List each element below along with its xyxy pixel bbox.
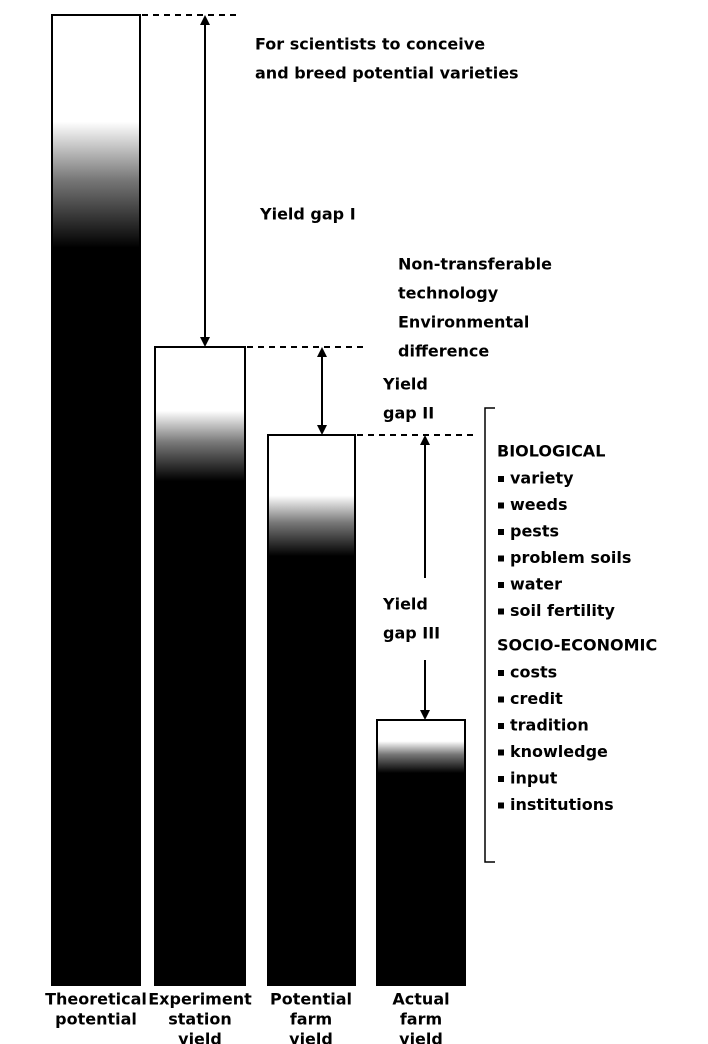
factor-item: pests xyxy=(510,522,559,541)
factor-item: costs xyxy=(510,663,557,682)
bar xyxy=(154,346,246,986)
factor-item: institutions xyxy=(510,795,614,814)
gap-note: For scientists to conceive xyxy=(255,35,485,54)
bullet xyxy=(498,749,504,756)
factor-item: input xyxy=(510,769,558,788)
factor-item: credit xyxy=(510,689,563,708)
bar-label: farm xyxy=(400,1010,442,1029)
bar-label: Actual xyxy=(392,990,449,1009)
gap-label: gap II xyxy=(383,404,434,423)
bar xyxy=(51,14,141,986)
gap-label: gap III xyxy=(383,624,440,643)
factor-item: weeds xyxy=(510,495,567,514)
factor-heading: SOCIO-ECONOMIC xyxy=(497,636,657,655)
bullet xyxy=(498,502,504,509)
bar-label: potential xyxy=(55,1010,137,1029)
gap-label: Yield gap I xyxy=(259,205,356,224)
gap-note: difference xyxy=(398,342,489,361)
factor-item: tradition xyxy=(510,716,589,735)
factor-item: soil fertility xyxy=(510,601,616,620)
bullet xyxy=(498,476,504,482)
bullet xyxy=(498,776,504,782)
bullet xyxy=(498,529,504,535)
bar-label: Theoretical xyxy=(45,990,147,1009)
gap-label: Yield xyxy=(382,375,428,394)
bar-label: yield xyxy=(178,1030,222,1044)
labels: TheoreticalpotentialExperimentstationyie… xyxy=(45,35,657,1044)
bullet xyxy=(498,802,504,809)
bullet xyxy=(498,696,504,703)
bullet xyxy=(498,608,504,615)
factor-heading: BIOLOGICAL xyxy=(497,442,605,461)
factor-item: problem soils xyxy=(510,548,631,567)
gap-note: and breed potential varieties xyxy=(255,64,519,83)
factor-item: variety xyxy=(510,469,574,488)
bar xyxy=(376,719,466,986)
bar-label: yield xyxy=(289,1030,333,1044)
bar xyxy=(267,434,356,986)
factor-item: water xyxy=(510,575,562,594)
bar-label: Potential xyxy=(270,990,352,1009)
bullet xyxy=(498,555,504,562)
bullet xyxy=(498,582,504,588)
gap-note: Environmental xyxy=(398,313,529,332)
factor-item: knowledge xyxy=(510,742,608,761)
bar-label: yield xyxy=(399,1030,443,1044)
gap-note: technology xyxy=(398,284,499,303)
bar-label: Experiment xyxy=(148,990,252,1009)
bar-label: farm xyxy=(290,1010,332,1029)
bar-label: station xyxy=(168,1010,231,1029)
bracket xyxy=(484,407,495,863)
gap-label: Yield xyxy=(382,595,428,614)
bullet xyxy=(498,670,504,676)
gap-note: Non-transferable xyxy=(398,255,552,274)
bullet xyxy=(498,723,504,729)
